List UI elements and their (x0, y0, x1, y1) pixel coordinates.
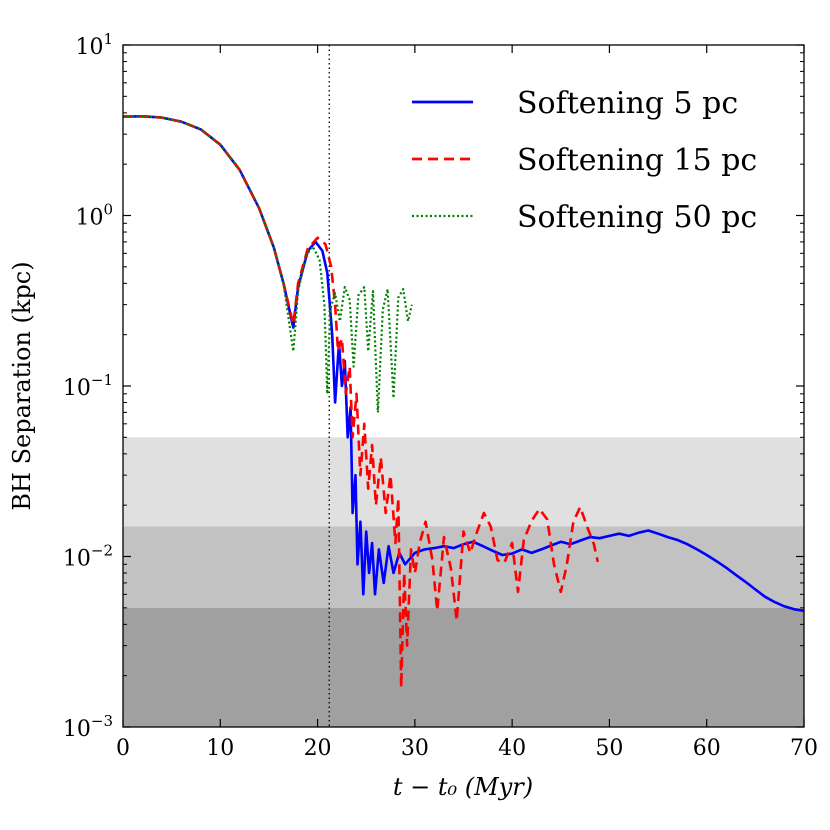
x-tick-label-3: 30 (401, 736, 429, 761)
shaded-band-2 (123, 607, 804, 727)
y-tick-label-base-1: 10 (63, 547, 91, 572)
x-axis-title-text: t − t₀ (Myr) (393, 773, 533, 801)
x-tick-label-7: 70 (790, 736, 818, 761)
y-tick-label-3: 100 (75, 201, 113, 231)
shaded-band-0 (123, 437, 804, 527)
x-axis: 0 10 20 30 40 50 60 70 (116, 45, 818, 761)
x-tick-label-6: 60 (693, 736, 721, 761)
y-tick-label-exp-3: 0 (103, 201, 113, 219)
y-tick-label-0: 10−3 (63, 712, 113, 742)
y-axis-title-text: BH Separation (kpc) (8, 261, 36, 510)
x-axis-title: t − t₀ (Myr) (393, 773, 533, 801)
shaded-bands (123, 437, 804, 727)
y-tick-label-base-4: 10 (75, 35, 103, 60)
x-tick-label-5: 50 (595, 736, 623, 761)
y-tick-label-base-3: 10 (75, 206, 103, 231)
y-tick-label-base-0: 10 (63, 717, 91, 742)
y-tick-label-exp-1: −2 (91, 542, 113, 560)
y-tick-label-exp-2: −1 (91, 371, 113, 389)
x-tick-label-2: 20 (304, 736, 332, 761)
legend-label-1: Softening 15 pc (517, 143, 757, 178)
legend-label-0: Softening 5 pc (517, 86, 738, 121)
y-tick-label-1: 10−2 (63, 542, 113, 572)
y-tick-label-exp-0: −3 (91, 712, 113, 730)
x-tick-label-4: 40 (498, 736, 526, 761)
x-tick-label-0: 0 (116, 736, 130, 761)
series-line-2 (123, 115, 413, 414)
y-tick-label-base-2: 10 (63, 376, 91, 401)
y-axis-title: BH Separation (kpc) (8, 261, 36, 510)
y-tick-label-exp-4: 1 (103, 30, 113, 48)
legend: Softening 5 pc Softening 15 pc Softening 5… (412, 86, 757, 235)
y-tick-label-4: 101 (75, 30, 113, 60)
series-lines (123, 115, 804, 690)
x-tick-label-1: 10 (206, 736, 234, 761)
shaded-band-1 (123, 526, 804, 608)
legend-label-2: Softening 50 pc (517, 200, 757, 235)
y-tick-label-2: 10−1 (63, 371, 113, 401)
